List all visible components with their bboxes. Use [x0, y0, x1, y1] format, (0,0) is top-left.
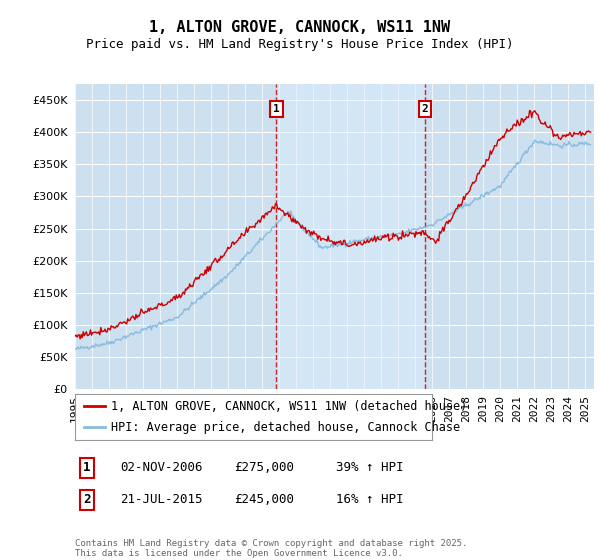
Text: 16% ↑ HPI: 16% ↑ HPI — [336, 493, 404, 506]
Text: 2: 2 — [421, 104, 428, 114]
Text: 1, ALTON GROVE, CANNOCK, WS11 1NW (detached house): 1, ALTON GROVE, CANNOCK, WS11 1NW (detac… — [111, 400, 467, 413]
Text: 1: 1 — [273, 104, 280, 114]
Bar — [277, 84, 425, 389]
Text: 02-NOV-2006: 02-NOV-2006 — [120, 461, 203, 474]
Text: HPI: Average price, detached house, Cannock Chase: HPI: Average price, detached house, Cann… — [111, 421, 460, 433]
Text: 21-JUL-2015: 21-JUL-2015 — [120, 493, 203, 506]
Text: 1: 1 — [83, 461, 91, 474]
Text: £245,000: £245,000 — [234, 493, 294, 506]
Text: 39% ↑ HPI: 39% ↑ HPI — [336, 461, 404, 474]
Text: 2: 2 — [83, 493, 91, 506]
Text: Contains HM Land Registry data © Crown copyright and database right 2025.
This d: Contains HM Land Registry data © Crown c… — [75, 539, 467, 558]
Text: 1, ALTON GROVE, CANNOCK, WS11 1NW: 1, ALTON GROVE, CANNOCK, WS11 1NW — [149, 20, 451, 35]
Text: £275,000: £275,000 — [234, 461, 294, 474]
Text: Price paid vs. HM Land Registry's House Price Index (HPI): Price paid vs. HM Land Registry's House … — [86, 38, 514, 51]
